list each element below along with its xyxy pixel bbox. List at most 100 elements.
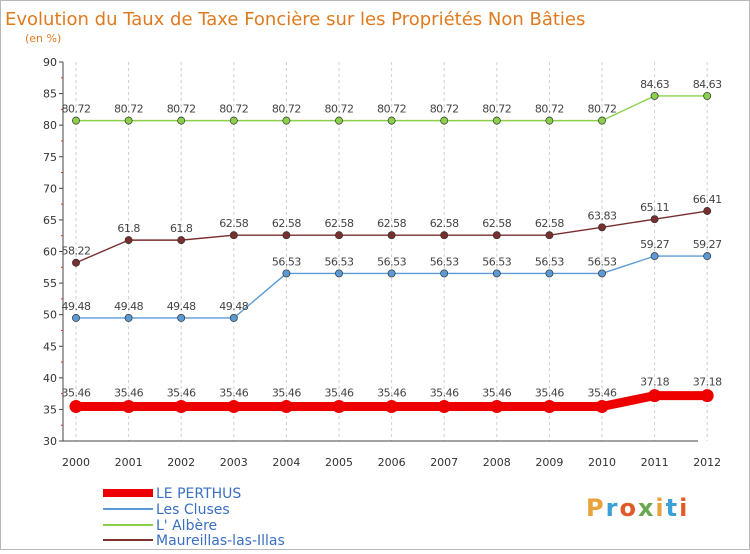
data-label: 80.72 [167,103,196,116]
y-tick-label: 30 [43,435,57,448]
y-tick-label: 55 [43,277,57,290]
y-tick-label: 65 [43,214,57,227]
y-tick-label: 35 [43,403,57,416]
data-label: 80.72 [430,103,459,116]
series-layer: 80.72 80.72 80.72 80.72 80.72 80.72 80.72 80.72… [62,78,723,414]
data-point [650,252,659,261]
x-tick-label: 2008 [483,456,511,469]
data-label: 63.83 [588,209,617,222]
data-label: 80.72 [219,103,248,116]
x-tick-label: 2012 [693,456,721,469]
data-point [703,252,712,261]
data-point [492,116,501,125]
legend-label: L' Albère [156,518,217,534]
proxiti-logo: Proxiti [586,494,687,522]
data-label: 35.46 [167,387,196,400]
data-point [282,116,291,125]
data-point [542,400,556,414]
data-point [703,91,712,100]
data-label: 61.8 [170,222,193,235]
data-point [124,314,133,322]
data-point [387,231,396,240]
data-label: 80.72 [325,103,354,116]
data-point [332,400,346,414]
data-label: 62.58 [535,217,564,230]
data-label: 49.48 [62,300,91,313]
data-point [385,400,399,414]
data-label: 35.46 [430,387,459,400]
data-point [650,215,659,224]
data-point [545,269,554,278]
data-label: 35.46 [219,387,248,400]
data-point [72,314,80,322]
data-label: 35.46 [62,387,91,400]
x-tick-label: 2006 [378,456,406,469]
data-label: 56.53 [272,255,301,268]
y-tick-label: 80 [43,119,57,132]
data-label: 35.46 [114,387,143,400]
chart-title: Evolution du Taux de Taxe Foncière sur l… [5,9,585,30]
data-point [177,314,186,322]
data-point [492,269,501,278]
data-label: 80.72 [377,103,406,116]
data-point [335,269,343,278]
legend-label: Les Cluses [156,502,230,518]
data-point [335,231,343,240]
x-tick-label: 2010 [588,456,616,469]
data-point [72,258,80,267]
data-point [335,116,343,125]
y-tick-label: 75 [43,151,57,164]
data-point [648,389,662,403]
data-point [227,400,241,414]
data-point [229,314,238,322]
data-point [387,116,396,125]
data-label: 49.48 [167,300,196,313]
data-label: 35.46 [535,387,564,400]
data-point [279,400,293,414]
data-point [122,400,136,414]
x-tick-label: 2011 [641,456,669,469]
data-label: 35.46 [377,387,406,400]
x-tick-label: 2000 [62,456,90,469]
data-point [598,223,606,232]
data-point [177,236,186,245]
data-label: 35.46 [272,387,301,400]
x-tick-label: 2007 [430,456,458,469]
data-label: 80.72 [62,103,91,116]
y-tick-label: 45 [43,340,57,353]
y-tick-label: 50 [43,309,57,322]
data-point [229,116,238,125]
data-point [124,116,133,125]
data-label: 37.18 [640,376,669,389]
data-point [387,269,396,278]
y-tick-label: 85 [43,88,57,101]
x-tick-label: 2004 [272,456,300,469]
data-point [124,236,133,245]
data-label: 35.46 [482,387,511,400]
data-label: 49.48 [114,300,143,313]
data-label: 56.53 [535,255,564,268]
data-point [440,231,449,240]
x-tick-label: 2005 [325,456,353,469]
y-tick-label: 60 [43,246,57,259]
data-label: 49.48 [219,300,248,313]
data-label: 62.58 [377,217,406,230]
y-tick-label: 90 [43,56,57,69]
data-point [282,231,291,240]
data-label: 56.53 [482,255,511,268]
data-point [595,400,609,414]
data-point [598,116,606,125]
data-label: 56.53 [588,255,617,268]
legend-label: LE PERTHUS [156,486,241,502]
x-tick-label: 2009 [535,456,563,469]
data-point [492,231,501,240]
data-label: 62.58 [325,217,354,230]
data-point [650,91,659,100]
x-tick-label: 2002 [167,456,195,469]
data-label: 58.22 [62,245,91,258]
data-point [703,207,712,215]
data-label: 62.58 [272,217,301,230]
